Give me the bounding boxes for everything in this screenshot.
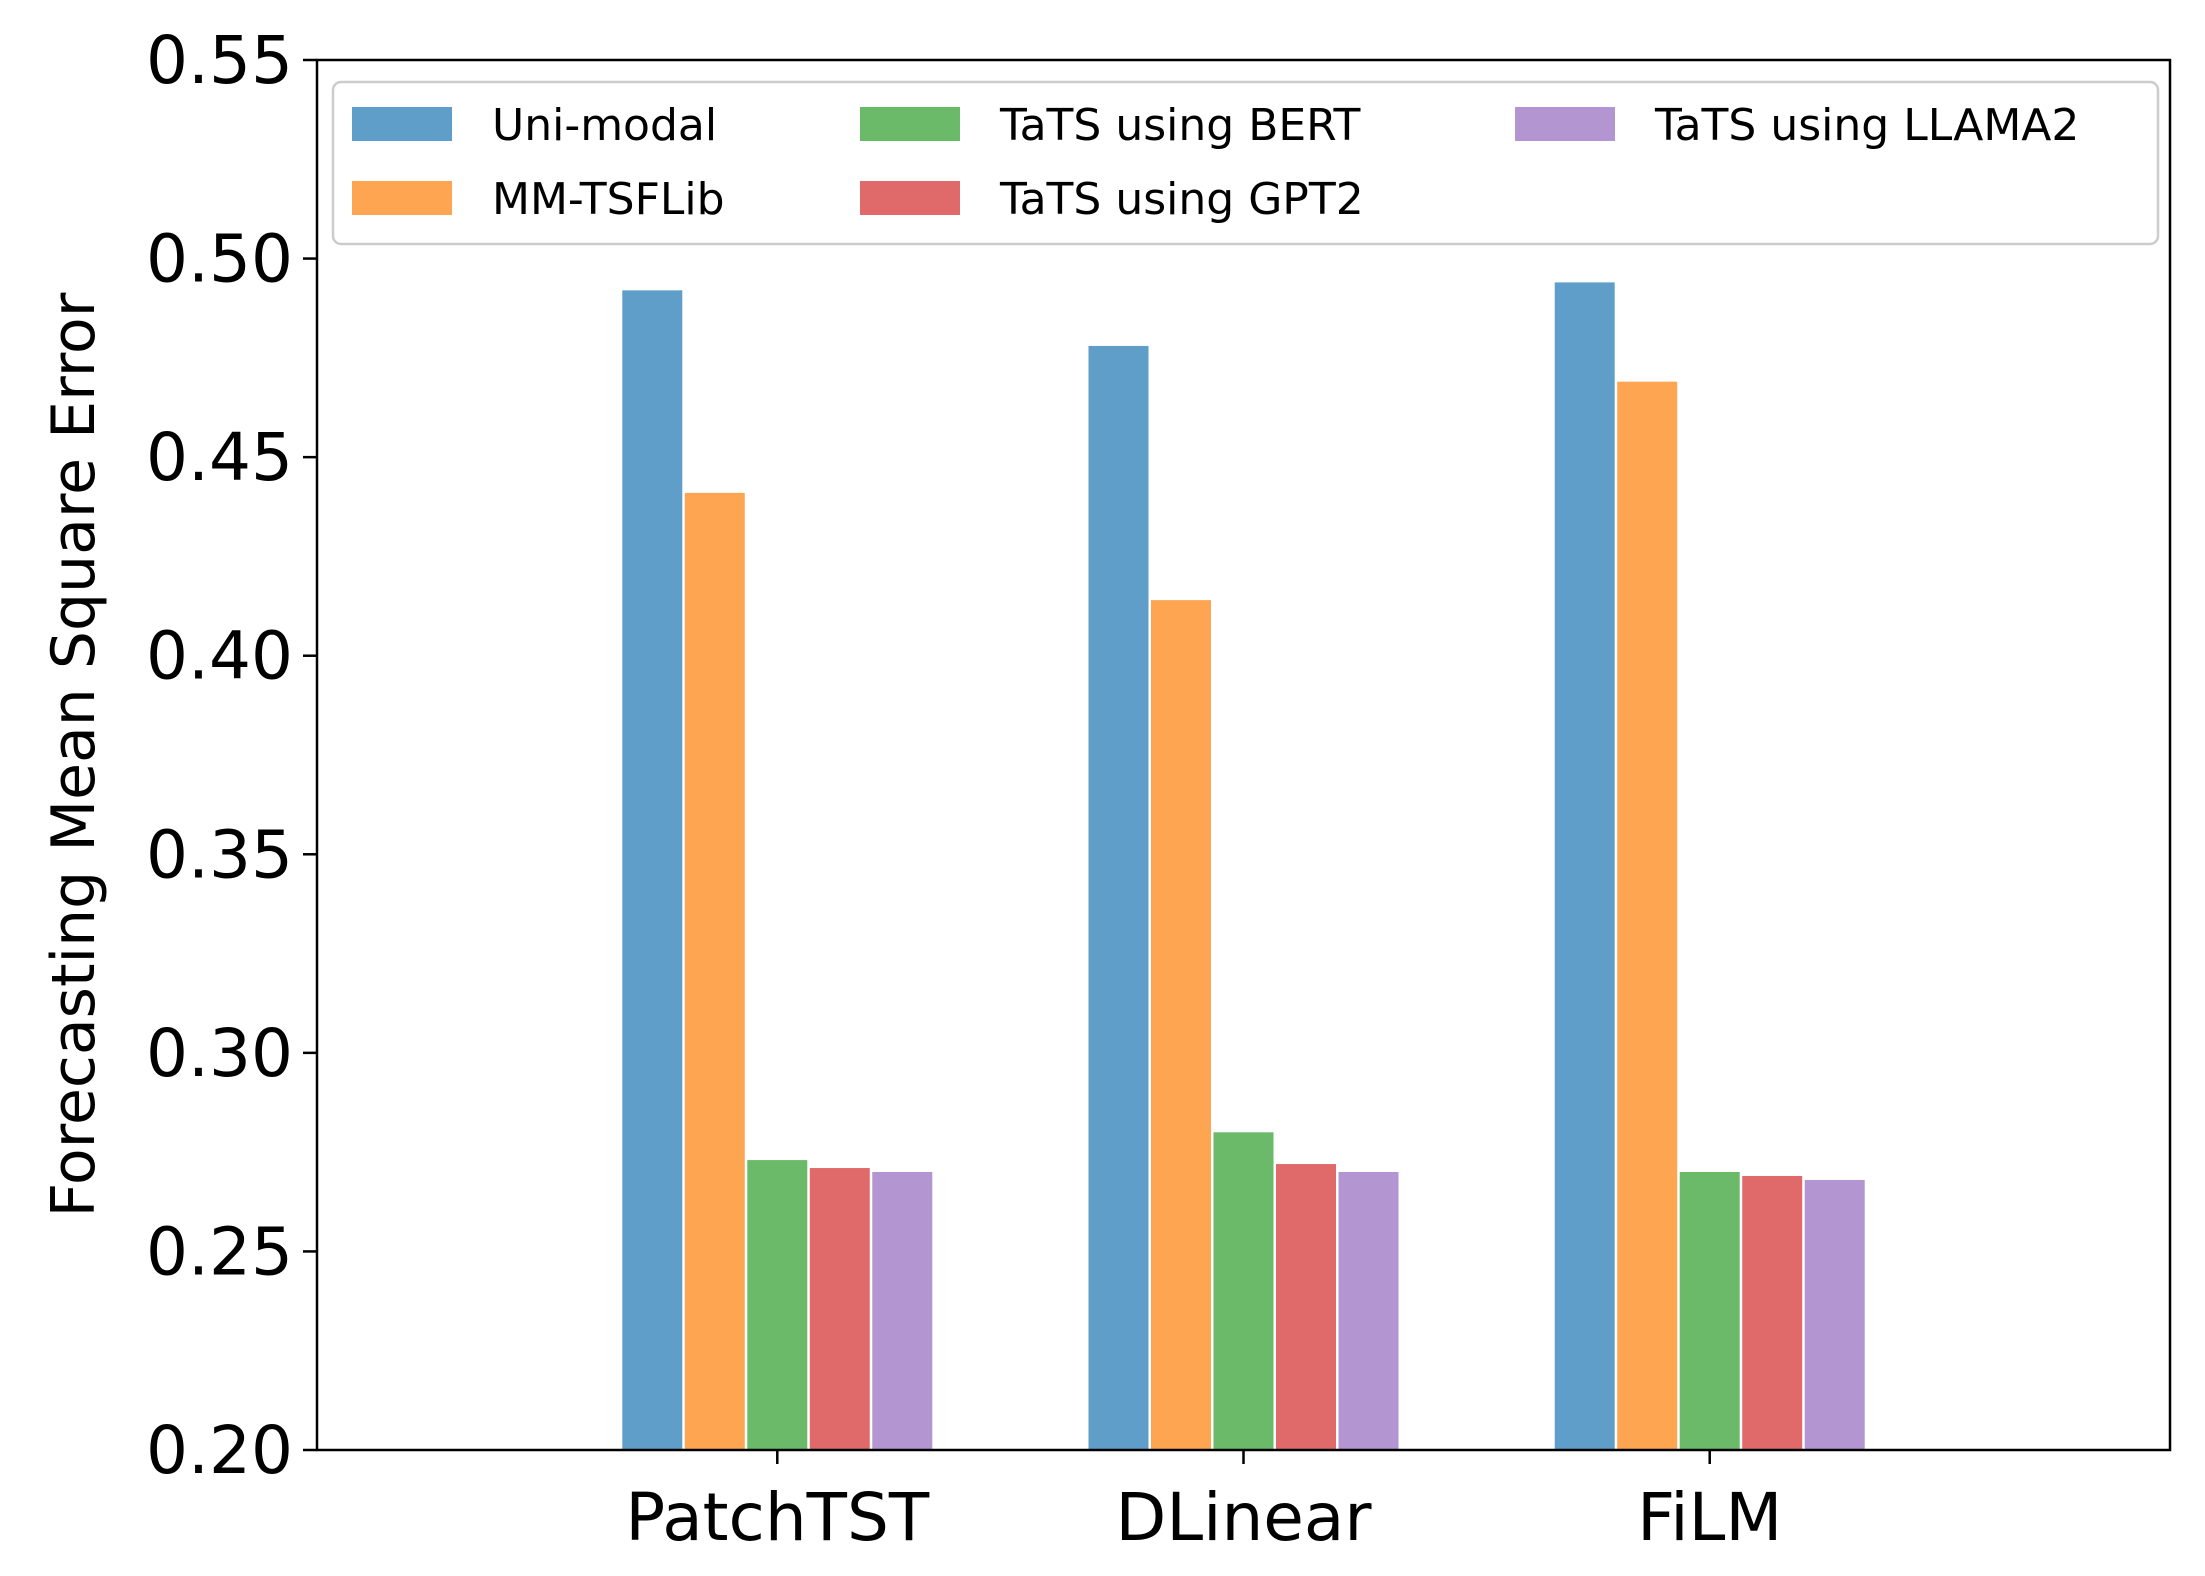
- bar-uni-modal-dlinear: [1088, 345, 1149, 1450]
- legend: Uni-modal MM-TSFLib TaTS using BERT TaTS us…: [331, 80, 2160, 246]
- y-tick-label: 0.50: [146, 221, 293, 298]
- legend-label: TaTS using GPT2: [999, 174, 1364, 225]
- x-tick-label: FiLM: [1637, 1479, 1782, 1556]
- y-tick-label: 0.55: [146, 22, 293, 99]
- bar-tats-using-bert-dlinear: [1213, 1132, 1274, 1450]
- legend-swatch: [1515, 107, 1615, 141]
- legend-swatch: [352, 181, 452, 215]
- y-tick-label: 0.35: [146, 816, 293, 893]
- bars-group: [622, 282, 1865, 1451]
- bar-tats-using-bert-film: [1679, 1172, 1740, 1450]
- bar-tats-using-llama2-dlinear: [1338, 1172, 1399, 1450]
- bar-tats-using-bert-patchtst: [747, 1160, 808, 1450]
- legend-swatch: [860, 107, 960, 141]
- x-axis: PatchTST DLinear FiLM: [625, 1450, 1782, 1556]
- legend-swatch: [860, 181, 960, 215]
- bar-mm-tsflib-dlinear: [1151, 600, 1211, 1450]
- y-tick-label: 0.25: [146, 1213, 293, 1290]
- x-tick-label: DLinear: [1116, 1479, 1373, 1556]
- y-tick-label: 0.45: [146, 419, 293, 496]
- bar-uni-modal-patchtst: [622, 290, 683, 1450]
- y-tick-label: 0.40: [146, 618, 293, 695]
- legend-label: Uni-modal: [492, 100, 717, 151]
- y-tick-label: 0.20: [146, 1412, 293, 1489]
- legend-swatch: [352, 107, 452, 141]
- y-axis: 0.20 0.25 0.30 0.35 0.40 0.45 0.50 0.55: [146, 22, 317, 1489]
- legend-box: [331, 80, 2160, 246]
- bar-tats-using-gpt2-patchtst: [809, 1168, 870, 1450]
- bar-mm-tsflib-film: [1617, 381, 1678, 1451]
- legend-label: TaTS using LLAMA2: [1654, 100, 2079, 151]
- bar-tats-using-llama2-film: [1804, 1179, 1865, 1450]
- y-tick-label: 0.30: [146, 1015, 293, 1092]
- bar-uni-modal-film: [1554, 282, 1615, 1450]
- plot-frame: [315, 58, 2172, 1452]
- bar-tats-using-gpt2-film: [1742, 1175, 1803, 1450]
- bar-tats-using-llama2-patchtst: [872, 1172, 933, 1450]
- y-axis-title: Forecasting Mean Square Error: [39, 292, 109, 1217]
- bar-mm-tsflib-patchtst: [684, 492, 745, 1450]
- bar-tats-using-gpt2-dlinear: [1276, 1164, 1336, 1450]
- x-tick-label: PatchTST: [625, 1479, 929, 1556]
- legend-label: MM-TSFLib: [492, 174, 725, 225]
- legend-label: TaTS using BERT: [999, 100, 1361, 151]
